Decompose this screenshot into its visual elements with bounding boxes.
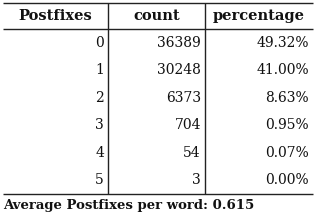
Text: 2: 2 bbox=[95, 91, 104, 105]
Text: 0.95%: 0.95% bbox=[265, 118, 309, 132]
Text: 49.32%: 49.32% bbox=[257, 36, 309, 50]
Text: count: count bbox=[133, 9, 180, 23]
Text: 3: 3 bbox=[192, 173, 201, 187]
Text: 0: 0 bbox=[95, 36, 104, 50]
Text: 6373: 6373 bbox=[166, 91, 201, 105]
Text: percentage: percentage bbox=[213, 9, 305, 23]
Text: 41.00%: 41.00% bbox=[256, 63, 309, 77]
Text: 0.00%: 0.00% bbox=[265, 173, 309, 187]
Text: 54: 54 bbox=[183, 146, 201, 160]
Text: 4: 4 bbox=[95, 146, 104, 160]
Text: 8.63%: 8.63% bbox=[265, 91, 309, 105]
Text: 3: 3 bbox=[95, 118, 104, 132]
Text: 1: 1 bbox=[95, 63, 104, 77]
Text: 704: 704 bbox=[174, 118, 201, 132]
Text: 30248: 30248 bbox=[157, 63, 201, 77]
Text: 0.07%: 0.07% bbox=[265, 146, 309, 160]
Text: 36389: 36389 bbox=[157, 36, 201, 50]
Text: Postfixes: Postfixes bbox=[19, 9, 92, 23]
Text: Average Postfixes per word: 0.615: Average Postfixes per word: 0.615 bbox=[3, 199, 254, 211]
Text: 5: 5 bbox=[95, 173, 104, 187]
